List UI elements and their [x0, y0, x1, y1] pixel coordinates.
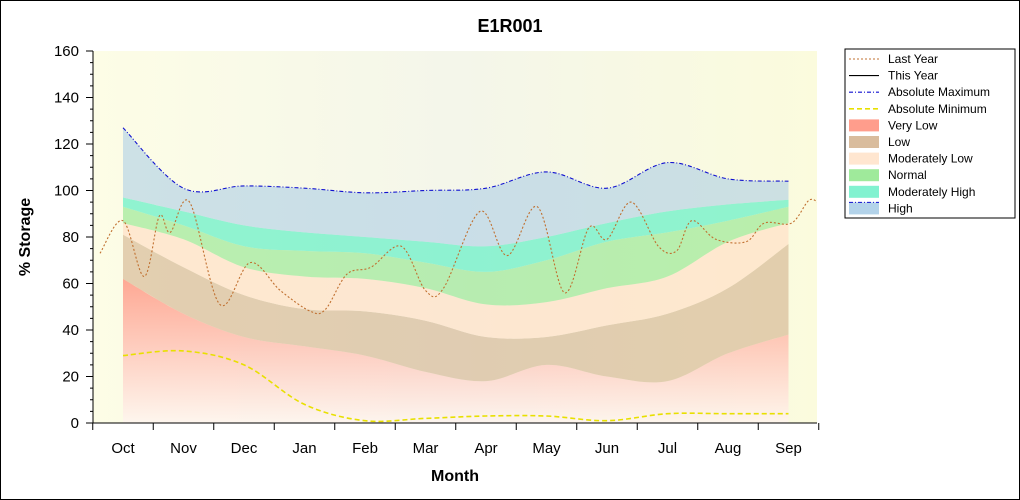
legend-item-low: Low	[849, 135, 910, 149]
y-tick-label: 60	[62, 276, 79, 293]
x-tick-label: Sep	[775, 440, 802, 457]
legend-label: Moderately High	[888, 185, 975, 199]
series-line-absolute-minimum	[122, 349, 789, 423]
legend-swatch	[849, 152, 879, 165]
series-line-absolute-maximum	[122, 127, 789, 194]
series-line-last-year	[99, 198, 817, 315]
x-tick-label: Mar	[413, 440, 439, 457]
band-normal	[123, 206, 789, 306]
legend-swatch	[849, 136, 879, 148]
lines-layer	[99, 127, 817, 423]
x-tick-label: May	[532, 440, 561, 457]
legend-item-normal: Normal	[849, 168, 927, 182]
legend-label: Absolute Minimum	[888, 102, 987, 116]
legend-swatch	[849, 185, 879, 198]
legend-swatch	[849, 202, 879, 215]
legend-item-this-year: This Year	[849, 69, 938, 83]
legend-item-absolute-maximum: Absolute Maximum	[849, 85, 990, 99]
legend-swatch	[849, 169, 879, 182]
band-moderately-low	[123, 223, 789, 339]
x-tick-label: Jan	[292, 440, 316, 457]
y-tick-label: 140	[54, 90, 79, 107]
band-low	[123, 234, 789, 383]
legend-item-very-low: Very Low	[849, 118, 938, 132]
legend-label: High	[888, 201, 913, 215]
x-tick-label: Nov	[170, 440, 197, 457]
legend-item-absolute-minimum: Absolute Minimum	[849, 102, 987, 116]
band-moderately-high	[123, 197, 789, 272]
y-tick-label: 160	[54, 43, 79, 60]
y-tick-label: 100	[54, 183, 79, 200]
legend-item-moderately-low: Moderately Low	[849, 152, 973, 166]
bands-layer	[123, 127, 789, 423]
x-axis-title: Month	[431, 468, 479, 485]
legend-item-moderately-high: Moderately High	[849, 185, 975, 199]
x-tick-label: Apr	[474, 440, 497, 457]
y-axis-title: % Storage	[17, 198, 34, 276]
x-tick-label: Oct	[111, 440, 135, 457]
legend-label: Normal	[888, 168, 927, 182]
band-very-low	[123, 278, 789, 423]
x-tick-label: Jun	[595, 440, 619, 457]
y-tick-label: 120	[54, 136, 79, 153]
legend-swatch	[849, 119, 879, 132]
legend-label: This Year	[888, 69, 938, 83]
x-tick-label: Dec	[231, 440, 258, 457]
y-tick-label: 80	[62, 229, 79, 246]
legend-label: Low	[888, 135, 910, 149]
legend-item-last-year: Last Year	[849, 52, 938, 66]
x-tick-label: Aug	[715, 440, 742, 457]
legend-label: Very Low	[888, 118, 938, 132]
y-tick-label: 0	[71, 415, 79, 432]
x-tick-label: Feb	[352, 440, 378, 457]
legend-item-high: High	[849, 201, 913, 215]
band-high	[123, 127, 789, 247]
legend-label: Last Year	[888, 52, 938, 66]
x-tick-label: Jul	[658, 440, 677, 457]
y-tick-label: 20	[62, 369, 79, 386]
chart-title: E1R001	[477, 16, 542, 36]
legend: Last Year This Year Absolute Maximum Absolu…	[844, 48, 1016, 219]
y-tick-label: 40	[62, 322, 79, 339]
legend-label: Absolute Maximum	[888, 85, 990, 99]
axes-layer: 0 20 40 60 80 100 120 140 160 Oct Nov Dec Jan Feb Mar A…	[54, 43, 820, 457]
legend-label: Moderately Low	[888, 152, 973, 166]
